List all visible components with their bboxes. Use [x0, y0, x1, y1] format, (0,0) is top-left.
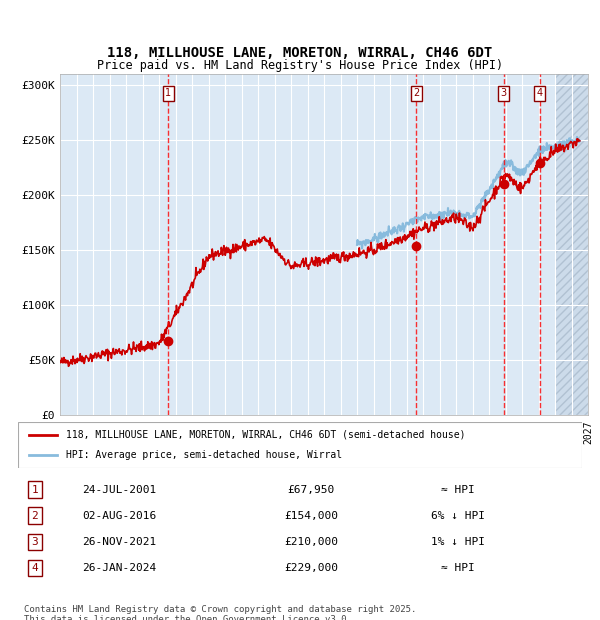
Text: 1% ↓ HPI: 1% ↓ HPI	[431, 537, 485, 547]
Text: 26-NOV-2021: 26-NOV-2021	[82, 537, 157, 547]
Text: £210,000: £210,000	[284, 537, 338, 547]
Text: Price paid vs. HM Land Registry's House Price Index (HPI): Price paid vs. HM Land Registry's House …	[97, 59, 503, 71]
FancyBboxPatch shape	[18, 422, 582, 468]
Text: ≈ HPI: ≈ HPI	[441, 563, 475, 573]
Text: HPI: Average price, semi-detached house, Wirral: HPI: Average price, semi-detached house,…	[66, 450, 342, 460]
Text: 4: 4	[536, 88, 543, 98]
Text: 118, MILLHOUSE LANE, MORETON, WIRRAL, CH46 6DT: 118, MILLHOUSE LANE, MORETON, WIRRAL, CH…	[107, 46, 493, 60]
Bar	[555, 74, 588, 415]
Text: £229,000: £229,000	[284, 563, 338, 573]
Text: 02-AUG-2016: 02-AUG-2016	[82, 511, 157, 521]
Text: 2: 2	[413, 88, 419, 98]
Text: £154,000: £154,000	[284, 511, 338, 521]
Text: 4: 4	[32, 563, 38, 573]
Text: 6% ↓ HPI: 6% ↓ HPI	[431, 511, 485, 521]
Text: Contains HM Land Registry data © Crown copyright and database right 2025.
This d: Contains HM Land Registry data © Crown c…	[24, 604, 416, 620]
Text: 2: 2	[32, 511, 38, 521]
Text: £67,950: £67,950	[287, 484, 335, 495]
Text: 3: 3	[501, 88, 507, 98]
Text: 1: 1	[165, 88, 172, 98]
Text: 1: 1	[32, 484, 38, 495]
Text: 118, MILLHOUSE LANE, MORETON, WIRRAL, CH46 6DT (semi-detached house): 118, MILLHOUSE LANE, MORETON, WIRRAL, CH…	[66, 430, 466, 440]
Text: 3: 3	[32, 537, 38, 547]
Text: 24-JUL-2001: 24-JUL-2001	[82, 484, 157, 495]
Text: 26-JAN-2024: 26-JAN-2024	[82, 563, 157, 573]
Text: ≈ HPI: ≈ HPI	[441, 484, 475, 495]
